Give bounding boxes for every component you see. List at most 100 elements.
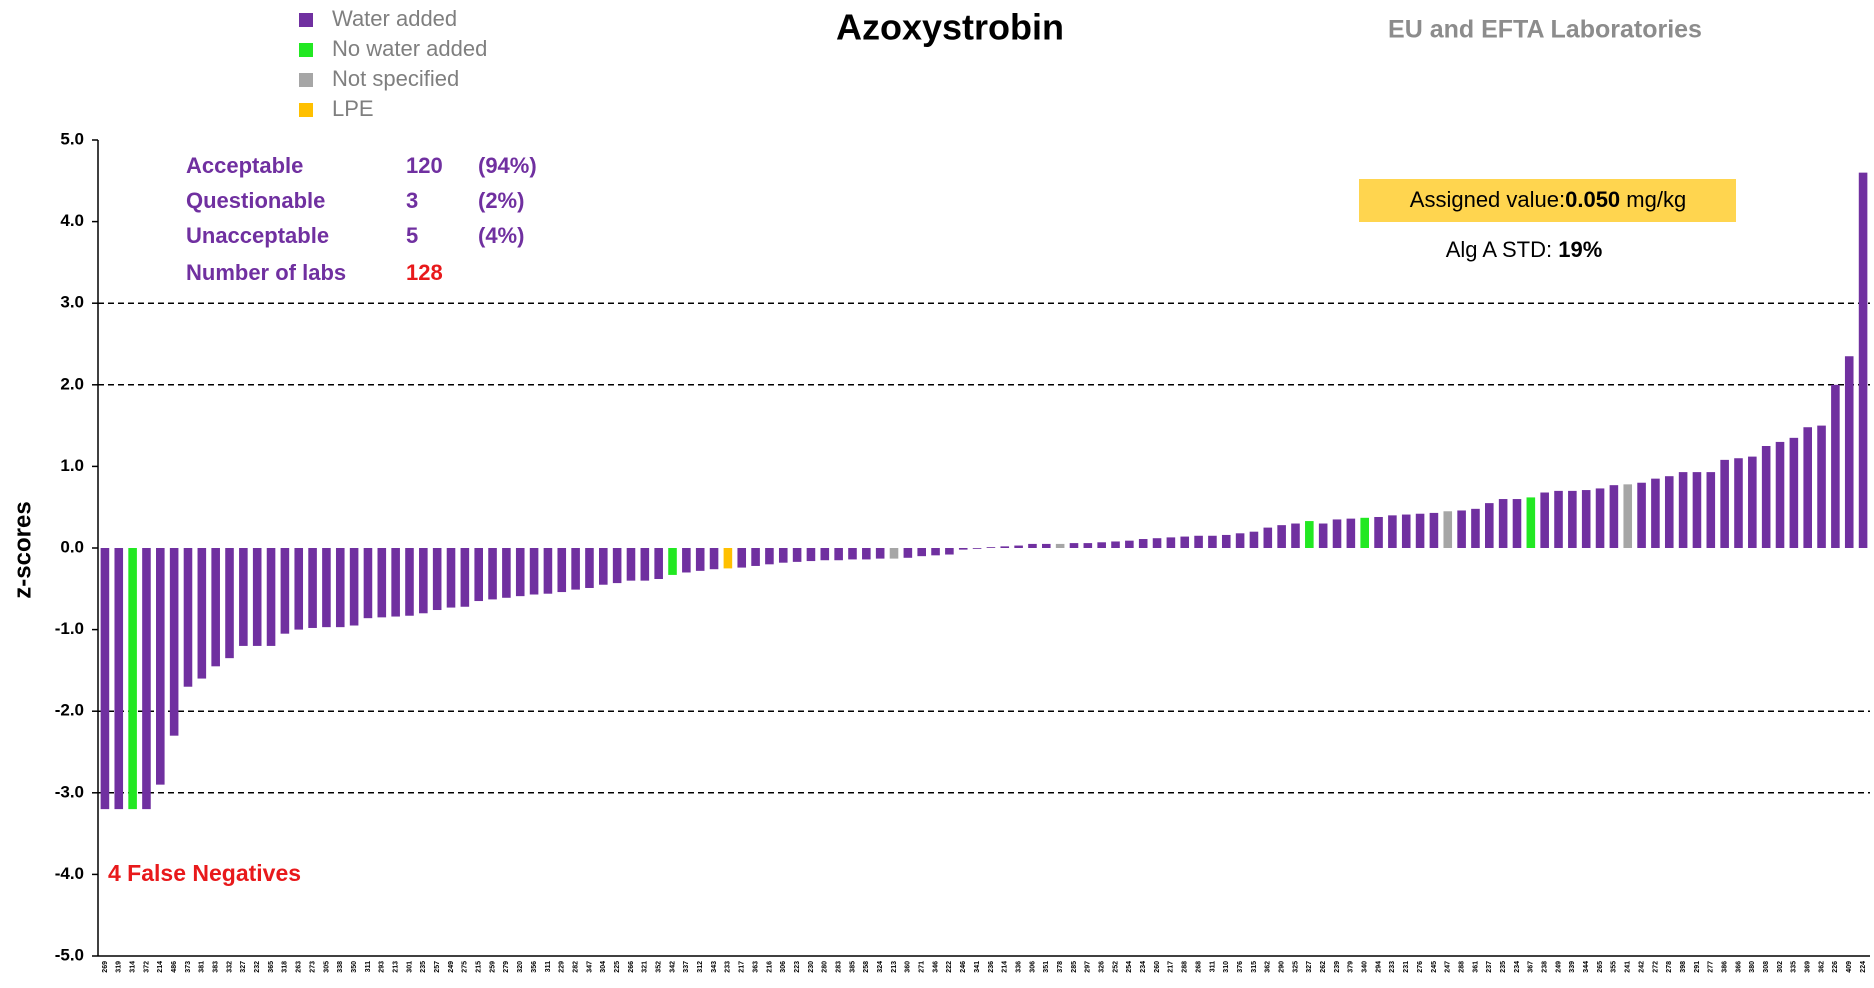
bar bbox=[419, 548, 428, 614]
bar bbox=[363, 548, 373, 619]
legend-label: Not specified bbox=[332, 66, 459, 91]
legend-swatch bbox=[299, 43, 313, 57]
x-tick-label: 254 bbox=[1126, 961, 1133, 973]
bar bbox=[848, 548, 857, 560]
x-tick-label: 275 bbox=[462, 961, 469, 973]
x-tick-label: 258 bbox=[863, 961, 870, 973]
bar bbox=[1180, 536, 1190, 548]
bar bbox=[239, 548, 248, 646]
bar bbox=[1277, 525, 1286, 548]
x-tick-label: 230 bbox=[808, 961, 815, 973]
bar bbox=[1305, 521, 1314, 548]
bar bbox=[557, 548, 567, 593]
bar bbox=[432, 548, 442, 611]
bar bbox=[682, 548, 691, 573]
bar bbox=[488, 548, 497, 600]
x-tick-label: 381 bbox=[199, 961, 206, 973]
std: Alg A STD: 19% bbox=[1446, 237, 1603, 262]
bar bbox=[1457, 510, 1466, 548]
bar bbox=[723, 548, 733, 569]
bar bbox=[1844, 356, 1854, 548]
x-tick-label: 288 bbox=[1458, 961, 1465, 973]
x-tick-label: 214 bbox=[1002, 961, 1009, 973]
x-tick-label: 302 bbox=[1777, 961, 1784, 973]
bar bbox=[1111, 541, 1120, 548]
x-tick-label: 224 bbox=[1860, 961, 1867, 973]
x-tick-label: 308 bbox=[1763, 961, 1770, 973]
y-tick-label: -4.0 bbox=[55, 864, 84, 883]
bar bbox=[100, 548, 110, 810]
bar bbox=[114, 548, 124, 810]
x-tick-label: 335 bbox=[1791, 961, 1798, 973]
x-tick-label: 283 bbox=[835, 961, 842, 973]
bar bbox=[1374, 516, 1383, 548]
x-tick-label: 225 bbox=[614, 961, 621, 973]
x-tick-label: 305 bbox=[323, 961, 330, 973]
x-tick-label: 233 bbox=[1389, 961, 1396, 973]
stat-count: 128 bbox=[406, 260, 443, 285]
x-tick-label: 282 bbox=[572, 961, 579, 973]
x-tick-label: 312 bbox=[697, 961, 704, 973]
x-tick-label: 385 bbox=[849, 961, 856, 973]
bar bbox=[543, 548, 553, 594]
bar bbox=[1554, 490, 1563, 548]
x-tick-label: 272 bbox=[1652, 961, 1659, 973]
bar bbox=[585, 548, 594, 588]
x-tick-label: 325 bbox=[1292, 961, 1299, 973]
bar bbox=[1415, 513, 1425, 548]
x-tick-label: 266 bbox=[628, 961, 635, 973]
bar bbox=[460, 548, 470, 607]
x-tick-label: 378 bbox=[1057, 961, 1064, 973]
bar bbox=[294, 548, 304, 630]
legend-label: Water added bbox=[332, 6, 457, 31]
x-tick-label: 409 bbox=[1846, 961, 1853, 973]
x-tick-label: 279 bbox=[503, 961, 510, 973]
x-tick-label: 311 bbox=[1209, 961, 1216, 972]
bar bbox=[1055, 543, 1065, 548]
x-tick-label: 265 bbox=[1597, 961, 1604, 973]
x-tick-label: 245 bbox=[1431, 961, 1438, 973]
bar bbox=[958, 548, 968, 550]
bar bbox=[695, 548, 705, 571]
stat-percent: (4%) bbox=[478, 223, 524, 248]
x-tick-label: 235 bbox=[1500, 961, 1507, 973]
assigned-unit: mg/kg bbox=[1626, 187, 1686, 212]
bar bbox=[252, 548, 262, 646]
x-tick-label: 249 bbox=[448, 961, 455, 973]
bar bbox=[322, 548, 331, 628]
x-tick-label: 229 bbox=[559, 961, 566, 973]
x-tick-label: 362 bbox=[1265, 961, 1272, 973]
y-tick-label: 1.0 bbox=[60, 456, 84, 475]
x-tick-label: 290 bbox=[1278, 961, 1285, 973]
bar bbox=[349, 548, 359, 626]
x-tick-label: 344 bbox=[1583, 961, 1590, 973]
x-tick-label: 236 bbox=[988, 961, 995, 973]
x-tick-label: 376 bbox=[1237, 961, 1244, 973]
bar bbox=[1443, 511, 1453, 548]
y-tick-label: -5.0 bbox=[55, 945, 84, 964]
bar bbox=[917, 548, 926, 557]
x-tick-label: 347 bbox=[586, 961, 593, 973]
stat-label: Unacceptable bbox=[186, 223, 329, 248]
stat-count: 5 bbox=[406, 223, 418, 248]
bar bbox=[1831, 384, 1840, 548]
y-tick-label: 3.0 bbox=[60, 293, 84, 312]
bar bbox=[1568, 490, 1577, 548]
legend-swatch bbox=[299, 103, 313, 117]
x-tick-label: 301 bbox=[406, 961, 413, 973]
std-value: 19% bbox=[1558, 237, 1602, 262]
x-tick-label: 315 bbox=[1251, 961, 1258, 973]
bar bbox=[1028, 543, 1037, 548]
legend-label: No water added bbox=[332, 36, 487, 61]
y-tick-label: 4.0 bbox=[60, 211, 84, 230]
x-tick-label: 217 bbox=[739, 961, 746, 973]
x-tick-label: 215 bbox=[476, 961, 483, 973]
x-tick-label: 350 bbox=[351, 961, 358, 973]
x-tick-label: 363 bbox=[752, 961, 759, 973]
x-tick-label: 306 bbox=[1029, 961, 1036, 973]
x-tick-label: 320 bbox=[517, 961, 524, 973]
y-tick-label: -1.0 bbox=[55, 619, 84, 638]
bar bbox=[792, 548, 802, 562]
x-tick-label: 223 bbox=[794, 961, 801, 973]
